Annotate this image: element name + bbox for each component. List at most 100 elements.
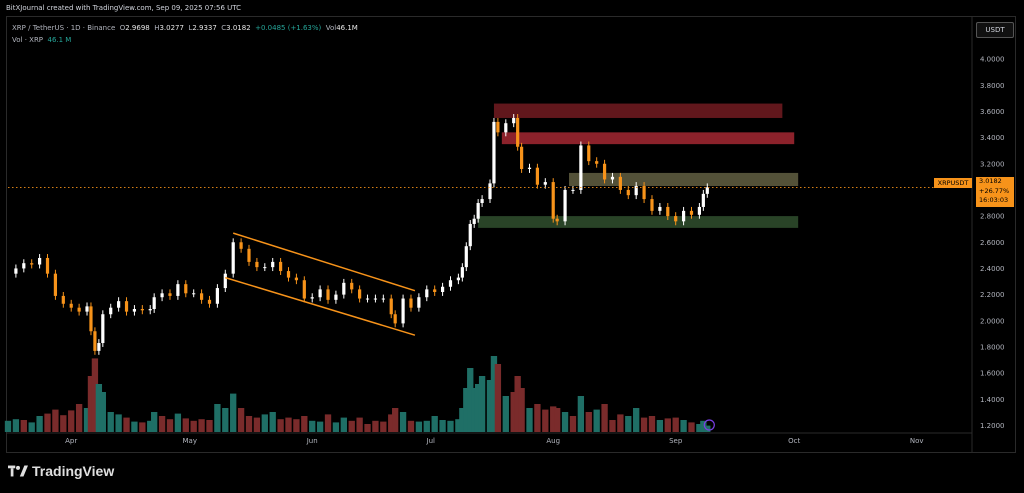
volume-bar: [301, 416, 308, 432]
created-by-text: BitXJournal created with TradingView.com…: [6, 4, 242, 12]
volume-bar: [44, 413, 51, 432]
candle-body: [381, 298, 385, 300]
volume-bar: [245, 416, 253, 432]
x-tick-label: Jun: [306, 437, 318, 445]
close-value: 3.0182: [226, 24, 251, 32]
volume-bar: [115, 414, 122, 432]
y-tick-label: 1.4000: [980, 396, 1005, 404]
open-value: 2.9698: [125, 24, 150, 32]
volume-bar: [253, 417, 261, 432]
candle-body: [460, 267, 464, 278]
volume-bar: [68, 410, 75, 432]
candle-body: [468, 223, 472, 247]
volume-bar: [147, 420, 154, 432]
x-tick-label: Nov: [910, 437, 924, 445]
candle-body: [551, 182, 555, 219]
tradingview-logo[interactable]: TradingView: [8, 463, 114, 479]
candle-body: [334, 294, 338, 300]
volume-bar: [123, 417, 130, 432]
candle-body: [595, 161, 599, 164]
candle-body: [701, 193, 705, 207]
candle-body: [140, 309, 144, 311]
volume-bar: [423, 420, 430, 432]
candle-body: [45, 257, 50, 274]
channel-lower-line: [225, 276, 416, 336]
candle-body: [101, 314, 105, 344]
chart-frame: [6, 16, 1016, 453]
volume-bar: [174, 413, 182, 432]
volume-bar: [36, 416, 43, 432]
y-tick-label: 2.2000: [980, 291, 1005, 299]
volume-bar: [380, 421, 387, 432]
candle-body: [85, 306, 89, 312]
volume-bar: [214, 404, 221, 432]
candle-body: [504, 123, 508, 133]
volume-bar: [399, 412, 407, 432]
volume-bar: [261, 414, 268, 432]
volume-legend: Vol · XRP 46.1 M: [12, 36, 71, 44]
y-tick-label: 3.8000: [980, 82, 1005, 90]
candle-body: [93, 331, 97, 351]
candle-body: [215, 288, 219, 304]
volume-bar: [28, 422, 35, 432]
volume-bar: [625, 416, 632, 432]
candle-body: [401, 298, 405, 324]
volume-bar: [463, 388, 470, 432]
volume-bar: [12, 419, 20, 432]
x-tick-label: Oct: [788, 437, 800, 445]
volume-bar: [664, 418, 671, 432]
candle-body: [650, 199, 654, 211]
x-tick-label: Aug: [546, 437, 560, 445]
volume-bar: [455, 419, 462, 432]
volume-bar: [293, 419, 300, 432]
candle-body: [192, 293, 196, 295]
supply-zone: [569, 172, 799, 187]
candle-body: [658, 206, 662, 211]
candle-body: [184, 284, 188, 294]
vol-value: 46.1M: [336, 24, 358, 32]
volume-bar: [364, 424, 371, 432]
volume-bar: [75, 404, 83, 432]
volume-bar: [91, 358, 99, 432]
volume-bar: [593, 409, 600, 432]
volume-bar: [356, 417, 363, 432]
volume-bar: [52, 409, 59, 432]
volume-bar: [471, 388, 478, 432]
candle-body: [480, 199, 484, 204]
candle-body: [294, 277, 299, 281]
volume-bar: [158, 416, 166, 432]
y-tick-label: 2.6000: [980, 239, 1005, 247]
candle-body: [476, 203, 480, 219]
y-tick-label: 1.2000: [980, 422, 1005, 430]
volume-bar: [198, 419, 205, 432]
candle-body: [350, 282, 354, 290]
volume-bar: [324, 414, 332, 432]
volume-bar: [585, 412, 592, 432]
candle-body: [342, 282, 346, 295]
y-tick-label: 3.2000: [980, 160, 1005, 168]
candle-body: [160, 293, 164, 298]
channel-upper-line: [232, 232, 416, 292]
volume-bar: [534, 404, 541, 432]
candle-body: [77, 307, 81, 312]
candle-body: [271, 261, 275, 268]
currency-button[interactable]: USDT: [976, 22, 1014, 38]
volume-bar: [87, 376, 95, 432]
candle-body: [89, 306, 93, 332]
volume-bar: [577, 396, 585, 432]
volume-bar: [633, 408, 640, 432]
candle-body: [14, 268, 18, 274]
volume-bar: [95, 384, 103, 432]
volume-bar: [672, 417, 679, 432]
candle-body: [310, 297, 314, 299]
volume-bar: [348, 420, 355, 432]
candle-body: [417, 297, 421, 308]
y-tick-label: 4.0000: [980, 56, 1005, 64]
tradingview-brand: TradingView: [32, 463, 115, 479]
volume-bar: [392, 408, 399, 432]
volume-bar: [407, 420, 415, 432]
volume-bar: [486, 380, 494, 432]
symbol-info: XRP / TetherUS · 1D · Binance O2.9698 H3…: [12, 24, 358, 32]
candle-body: [69, 303, 73, 308]
